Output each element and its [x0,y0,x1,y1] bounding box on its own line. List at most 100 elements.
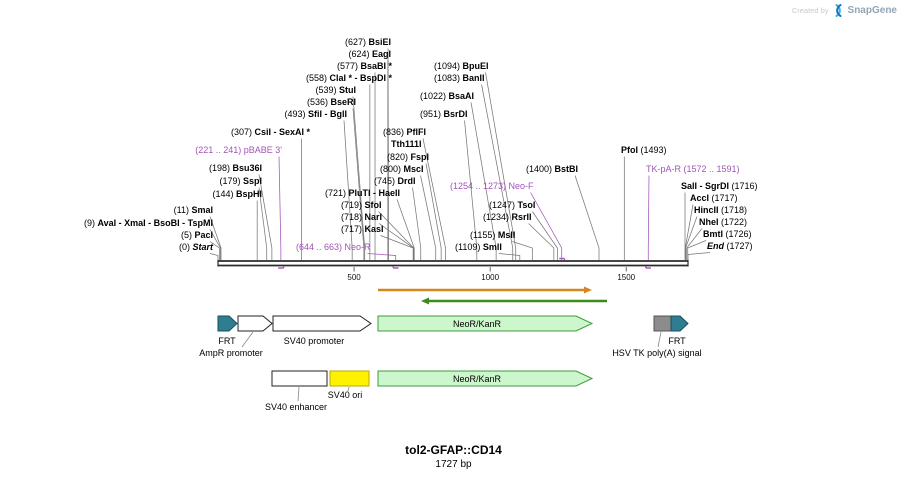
enzyme-site-label-drdi[interactable]: (745) DrdI [374,176,416,187]
site-position: (1400) [526,164,555,174]
site-position: (1247) [489,200,518,210]
enzyme-site-label-sali-sgrdi[interactable]: SalI - SgrDI (1716) [681,181,758,192]
site-position: (1094) [434,61,463,71]
enzyme-site-label-kasi[interactable]: (717) KasI [341,224,384,235]
ruler-label: 500 [347,272,361,282]
enzyme-site-label-pfoi[interactable]: PfoI (1493) [621,145,667,156]
feature-sv40-promoter[interactable] [272,315,372,332]
caption-connector [657,331,662,348]
leader-line-stui [352,96,366,260]
site-name: SmaI [191,205,213,215]
construct-length: 1727 bp [435,459,472,470]
feature-frt[interactable] [217,315,238,332]
site-name: End [707,241,724,251]
site-position: (198) [208,163,233,173]
primer-label-tk-pa-r[interactable]: TK-pA-R (1572 .. 1591) [646,164,740,175]
site-position: (745) [374,176,398,186]
enzyme-site-label-bpuei[interactable]: (1094) BpuEI [434,61,489,72]
feature-caption-frt: FRT [668,336,686,346]
leader-line-smli [498,253,521,260]
site-name: AvaI - XmaI - BsoBI - TspMI [97,218,213,228]
site-position: (1493) [638,145,667,155]
enzyme-site-label-csii-sexai[interactable]: (307) CsiI - SexAI * [231,127,310,138]
site-name: PacI [194,230,213,240]
enzyme-site-label-banii[interactable]: (1083) BanII [434,73,485,84]
enzyme-site-label-pflfi[interactable]: (836) PflFI [383,127,426,138]
site-position: (820) [387,152,411,162]
enzyme-site-label-tsoi[interactable]: (1247) TsoI [489,200,535,211]
site-position: (836) [383,127,407,137]
site-position: (1083) [434,73,463,83]
leader-line-bpuei [485,72,517,260]
leader-line-neo-f [530,192,563,260]
primer-label-neo-f[interactable]: (1254 .. 1273) Neo-F [450,181,534,192]
primer-label-pbabe-3[interactable]: (221 .. 241) pBABE 3' [195,145,282,156]
enzyme-site-label-avai-xmai-bsobi-tspmi[interactable]: (9) AvaI - XmaI - BsoBI - TspMI [84,218,213,229]
enzyme-site-label-bseri[interactable]: (536) BseRI [307,97,356,108]
caption-connector [297,386,300,402]
feature-caption-ampr-promoter: AmpR promoter [199,348,263,358]
site-position: (624) [348,49,372,59]
enzyme-site-label-smai[interactable]: (11) SmaI [174,205,213,216]
feature-sv40-ori[interactable] [329,370,370,387]
leader-line-neo-r [367,253,397,260]
feature-sv40-enhancer[interactable] [271,370,328,387]
enzyme-site-label-sspi[interactable]: (179) SspI [219,176,262,187]
enzyme-site-label-bsiei[interactable]: (627) BsiEI [345,37,391,48]
feature-caption-hsv-tk-poly-a-signal: HSV TK poly(A) signal [612,348,702,358]
site-name: FspI [410,152,430,162]
enzyme-site-label-bsabi[interactable]: (577) BsaBI * [337,61,392,72]
terminus-label-end[interactable]: End (1727) [707,241,753,252]
site-name: SfiI - BglI [308,109,347,119]
site-position: (719) [341,200,365,210]
enzyme-site-label-bstbi[interactable]: (1400) BstBI [526,164,578,175]
feature-caption-sv40-ori: SV40 ori [327,390,363,400]
enzyme-site-label-stui[interactable]: (539) StuI [315,85,356,96]
site-name: EagI [371,49,391,59]
site-position: (1726) [723,229,752,239]
feature-ampr-promoter[interactable] [237,315,273,332]
primer-label-neo-r[interactable]: (644 .. 663) Neo-R [296,242,371,253]
site-position: (1234) [483,212,512,222]
enzyme-site-label-hincii[interactable]: HincII (1718) [694,205,747,216]
enzyme-site-label-pluti-haeii[interactable]: (721) PluTI - HaeII [325,188,400,199]
enzyme-site-label-msci[interactable]: (800) MscI [380,164,424,175]
enzyme-site-label-clai-bspdi[interactable]: (558) ClaI * - BspDI * [306,73,392,84]
site-name: AccI [690,193,710,203]
enzyme-site-label-eagi[interactable]: (624) EagI [348,49,391,60]
site-name: Neo-F [508,181,534,191]
site-position: (721) [325,188,349,198]
site-name: BstBI [554,164,579,174]
leader-line-paci [209,241,220,260]
enzyme-site-label-msli[interactable]: (1155) MslI [470,230,515,241]
feature-frt[interactable] [670,315,689,332]
site-position: (144) [212,189,236,199]
feature-caption-sv40-promoter: SV40 promoter [283,336,345,346]
site-name: SalI - SgrDI [681,181,730,191]
enzyme-site-label-rsrii[interactable]: (1234) RsrII [483,212,532,223]
enzyme-site-label-tth111i[interactable]: Tth111I [391,139,422,150]
enzyme-site-label-bsu36i[interactable]: (198) Bsu36I [209,163,262,174]
enzyme-site-label-sfoi[interactable]: (719) SfoI [341,200,382,211]
site-position: (644 .. 663) [296,242,345,252]
enzyme-site-label-bsrdi[interactable]: (951) BsrDI [420,109,468,120]
site-name: Bsu36I [232,163,262,173]
enzyme-site-label-bmti[interactable]: BmtI (1726) [703,229,752,240]
leader-line-hincii [685,216,698,260]
enzyme-site-label-bsaai[interactable]: (1022) BsaAI [420,91,474,102]
terminus-label-start[interactable]: (0) Start [179,242,213,253]
enzyme-site-label-sfii-bgli[interactable]: (493) SfiI - BglI [284,109,347,120]
site-name: BsaBI * [360,61,392,71]
enzyme-site-label-nhei[interactable]: NheI (1722) [699,217,747,228]
site-name: PfoI [621,145,638,155]
enzyme-site-label-paci[interactable]: (5) PacI [181,230,213,241]
enzyme-site-label-fspi[interactable]: (820) FspI [387,152,429,163]
feature-neor-kanr[interactable] [377,370,594,387]
enzyme-site-label-smli[interactable]: (1109) SmlI [455,242,502,253]
enzyme-site-label-acci[interactable]: AccI (1717) [690,193,738,204]
feature-neor-kanr[interactable] [377,315,594,332]
enzyme-site-label-nari[interactable]: (718) NarI [341,212,382,223]
enzyme-site-label-bsphi[interactable]: (144) BspHI [212,189,262,200]
